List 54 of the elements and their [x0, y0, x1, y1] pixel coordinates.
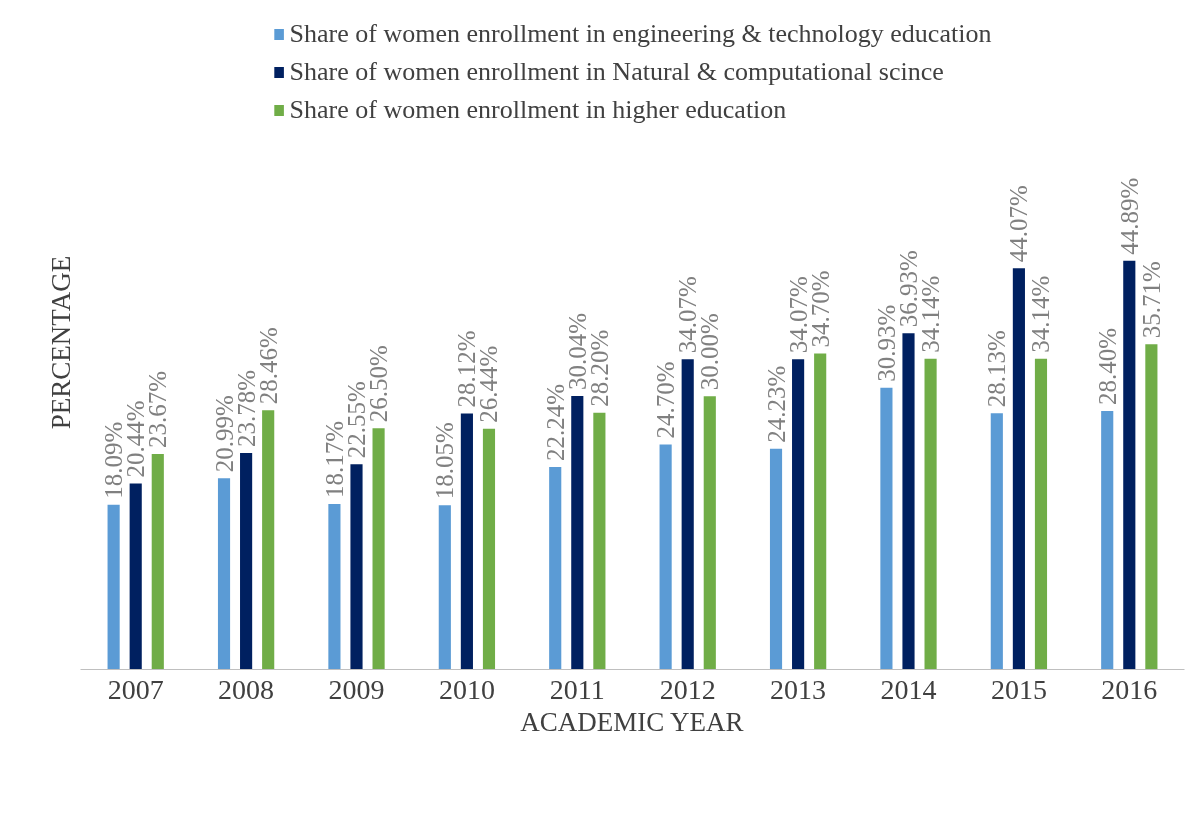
- bar: [217, 478, 231, 670]
- bar: [1123, 260, 1136, 670]
- x-tick-label: 2014: [880, 673, 937, 705]
- bar: [240, 452, 253, 670]
- bar: [1145, 344, 1158, 670]
- x-tick-label: 2015: [990, 673, 1047, 705]
- data-label: 28.40%: [1093, 327, 1121, 405]
- bar: [814, 353, 827, 670]
- x-tick-label: 2013: [770, 673, 827, 705]
- x-tick-label: 2011: [549, 673, 605, 705]
- x-tick-label: 2012: [659, 673, 716, 705]
- bar: [1012, 268, 1025, 670]
- bar: [372, 428, 385, 670]
- x-tick-label: 2016: [1101, 673, 1158, 705]
- bar: [593, 412, 606, 670]
- data-label: 34.14%: [1027, 275, 1055, 353]
- bar: [990, 413, 1003, 670]
- x-axis-title: ACADEMIC YEAR: [520, 706, 744, 737]
- bar: [460, 413, 473, 670]
- legend-label: Share of women enrollment in engineering & technology education: [289, 19, 992, 49]
- data-label: 24.23%: [762, 365, 790, 443]
- bar: [262, 410, 275, 670]
- bar: [107, 504, 120, 670]
- bar: [1034, 358, 1048, 670]
- data-label: 44.07%: [1005, 185, 1033, 263]
- data-label: 24.70%: [652, 361, 680, 439]
- bar: [482, 428, 496, 670]
- data-label: 44.89%: [1115, 177, 1143, 255]
- bar: [438, 505, 451, 670]
- bar: [880, 387, 893, 670]
- bar: [681, 359, 694, 670]
- bar: [151, 453, 164, 670]
- bar: [769, 448, 783, 670]
- x-tick-label: 2009: [328, 673, 385, 705]
- data-label: 28.13%: [983, 330, 1011, 408]
- bar: [659, 444, 672, 670]
- legend-label: Share of women enrollment in Natural & computational scince: [289, 57, 944, 87]
- data-label: 35.71%: [1137, 261, 1165, 339]
- bar: [1101, 410, 1114, 670]
- data-label: 18.05%: [431, 422, 459, 500]
- bar: [703, 396, 716, 670]
- y-axis-title: PERCENTAGE: [45, 255, 76, 430]
- bar: [902, 333, 915, 670]
- bar: [328, 504, 341, 670]
- bar: [549, 466, 562, 670]
- bar: [571, 395, 584, 670]
- bar: [924, 358, 937, 670]
- bar: [350, 464, 363, 670]
- bar: [792, 359, 805, 670]
- x-tick-label: 2010: [438, 673, 495, 705]
- x-tick-label: 2008: [218, 673, 275, 705]
- x-tick-label: 2007: [107, 673, 164, 705]
- legend-label: Share of women enrollment in higher education: [289, 95, 787, 125]
- bar: [129, 483, 142, 670]
